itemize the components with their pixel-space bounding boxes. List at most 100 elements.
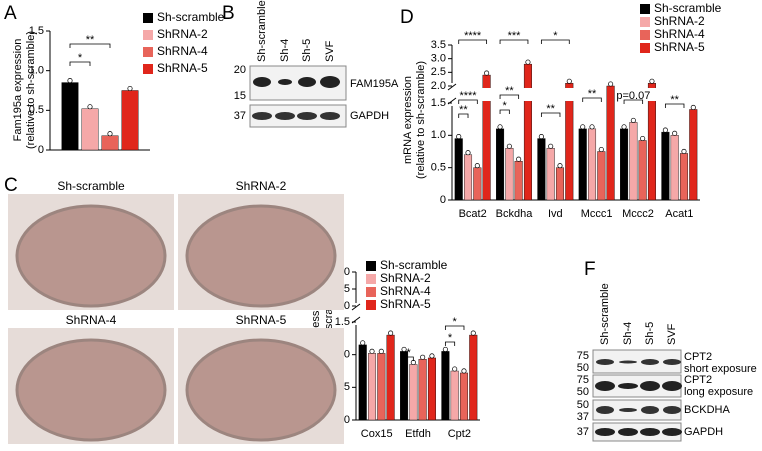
x-tick-label: Mccc2 <box>622 208 654 220</box>
data-point <box>420 354 426 360</box>
data-point <box>690 104 696 111</box>
legend-label: ShRNA-5 <box>654 40 705 54</box>
significance-bracket <box>458 113 469 118</box>
band <box>596 359 614 365</box>
significance-label: ** <box>546 103 555 115</box>
mw-marker: 15 <box>234 90 246 102</box>
legend-label: ShRNA-2 <box>380 271 431 285</box>
mw-marker: 75 <box>577 374 589 386</box>
significance-bracket <box>444 341 456 346</box>
significance-bracket <box>582 97 602 102</box>
band <box>278 79 292 85</box>
blot <box>592 349 682 374</box>
bar <box>121 90 139 151</box>
photo-label: ShRNA-5 <box>236 313 287 327</box>
mw-marker: 37 <box>577 411 589 423</box>
bar <box>629 122 638 201</box>
significance-bracket <box>540 112 561 117</box>
panel-letter: F <box>584 259 596 280</box>
legend-label: ShRNA-4 <box>380 284 431 298</box>
lane-label: Sh-5 <box>644 322 656 345</box>
x-tick-label: Acat1 <box>665 208 693 220</box>
bar <box>578 128 587 201</box>
legend-label: ShRNA-2 <box>157 27 208 41</box>
bar <box>546 148 555 201</box>
y-tick-label: 0 <box>344 414 350 426</box>
significance-bracket <box>664 103 685 108</box>
bar <box>368 353 377 421</box>
mw-marker: 20 <box>234 64 246 76</box>
band <box>595 428 615 436</box>
y-tick-label: 0 <box>38 144 44 156</box>
bar <box>101 135 119 151</box>
lane-label: SVF <box>324 40 336 62</box>
panel-letter: D <box>400 7 414 28</box>
bar <box>496 128 505 201</box>
significance-bracket <box>623 99 644 104</box>
dish <box>185 204 337 308</box>
data-point <box>649 78 655 84</box>
data-point <box>557 163 563 169</box>
significance-label: * <box>448 332 453 344</box>
legend-swatch <box>640 4 650 14</box>
data-point <box>474 163 480 169</box>
bar <box>661 131 670 201</box>
mw-marker: 50 <box>577 362 589 374</box>
data-point <box>566 78 572 84</box>
data-point <box>538 134 544 140</box>
significance-bracket <box>69 61 91 66</box>
significance-bracket <box>540 39 570 44</box>
band <box>596 406 614 414</box>
y-tick-label: 3.0 <box>431 53 446 65</box>
significance-label: * <box>453 316 458 328</box>
y-tick-label: 1.5 <box>29 25 44 37</box>
x-tick-label: Bckdha <box>496 208 534 220</box>
data-point <box>369 348 375 354</box>
protein-label: GAPDH <box>684 426 723 438</box>
data-point <box>484 70 490 76</box>
bar <box>689 109 698 201</box>
lane-label: Sh-5 <box>301 39 313 62</box>
bar <box>670 135 679 201</box>
y-axis-label: (relative to sh-scramble) <box>25 31 37 149</box>
significance-bracket <box>458 99 478 104</box>
band <box>618 383 638 389</box>
data-point <box>589 124 595 130</box>
y-axis-label: (relative to sh-scramble) <box>415 61 427 179</box>
data-point <box>672 130 678 136</box>
significance-label: **** <box>459 90 477 102</box>
protein-label: FAM195A <box>350 78 399 90</box>
axis-break <box>351 303 361 311</box>
legend-swatch <box>143 47 153 57</box>
band <box>619 360 637 364</box>
lane-label: Sh-4 <box>279 39 291 62</box>
data-point <box>470 330 476 336</box>
bar <box>61 82 79 151</box>
bar <box>427 357 436 421</box>
bar <box>469 334 478 421</box>
bar <box>400 351 409 421</box>
x-tick-label: Bcat2 <box>459 208 487 220</box>
data-point <box>127 85 133 92</box>
legend-swatch <box>143 13 153 23</box>
y-tick-label: 0.5 <box>431 162 446 174</box>
bar <box>81 108 99 151</box>
bar <box>377 353 386 421</box>
band <box>320 76 340 88</box>
data-point <box>516 156 522 162</box>
data-point <box>598 146 604 153</box>
panel-letter: A <box>4 3 17 24</box>
bar <box>418 359 427 421</box>
band <box>619 408 637 412</box>
legend-swatch <box>640 43 650 53</box>
significance-bracket <box>499 109 510 114</box>
data-point <box>107 131 113 137</box>
x-tick-label: Mccc1 <box>581 208 613 220</box>
significance-bracket <box>69 43 111 48</box>
photo-label: ShRNA-4 <box>66 313 117 327</box>
data-point <box>608 81 614 87</box>
bar <box>555 167 564 201</box>
data-point <box>662 127 668 133</box>
data-point <box>621 124 627 130</box>
